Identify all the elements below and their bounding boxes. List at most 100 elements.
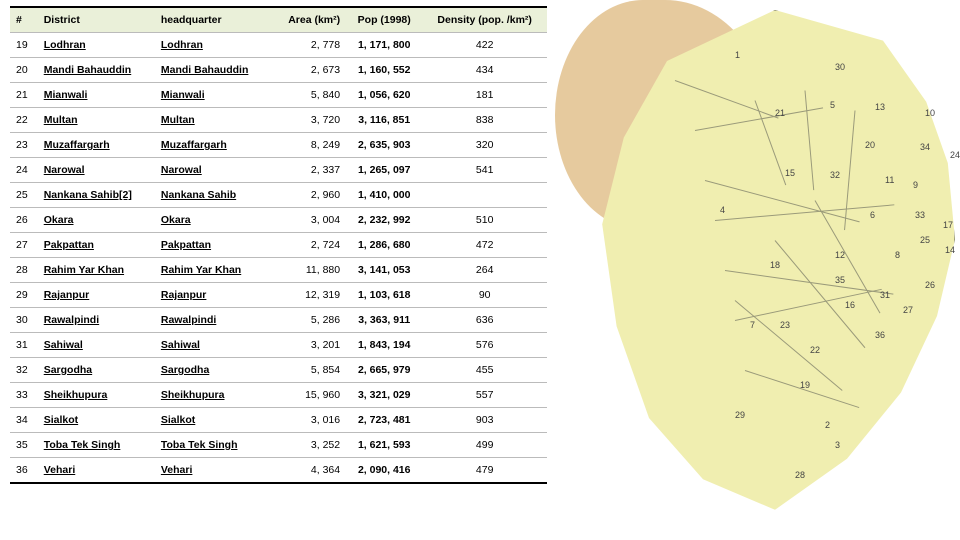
cell-hq[interactable]: Rajanpur	[155, 283, 271, 308]
headquarter-link[interactable]: Rawalpindi	[161, 314, 216, 326]
cell-district[interactable]: Mianwali	[38, 83, 155, 108]
cell-hq[interactable]: Mandi Bahauddin	[155, 58, 271, 83]
headquarter-link[interactable]: Sargodha	[161, 364, 209, 376]
map-district-label: 9	[913, 180, 918, 190]
district-link[interactable]: Mianwali	[44, 89, 88, 101]
cell-density: 838	[422, 108, 547, 133]
cell-area: 3, 201	[271, 333, 346, 358]
cell-area: 2, 778	[271, 33, 346, 58]
map-district-label: 22	[810, 345, 820, 355]
cell-density: 434	[422, 58, 547, 83]
cell-area: 11, 880	[271, 258, 346, 283]
cell-hq[interactable]: Lodhran	[155, 33, 271, 58]
headquarter-link[interactable]: Lodhran	[161, 39, 203, 51]
cell-district[interactable]: Sialkot	[38, 408, 155, 433]
cell-district[interactable]: Muzaffargarh	[38, 133, 155, 158]
district-link[interactable]: Rajanpur	[44, 289, 90, 301]
district-link[interactable]: Nankana Sahib[2]	[44, 189, 132, 201]
cell-hq[interactable]: Pakpattan	[155, 233, 271, 258]
district-link[interactable]: Mandi Bahauddin	[44, 64, 132, 76]
headquarter-link[interactable]: Muzaffargarh	[161, 139, 227, 151]
cell-district[interactable]: Vehari	[38, 458, 155, 484]
district-link[interactable]: Multan	[44, 114, 78, 126]
cell-number: 32	[10, 358, 38, 383]
district-link[interactable]: Rawalpindi	[44, 314, 99, 326]
headquarter-link[interactable]: Mandi Bahauddin	[161, 64, 249, 76]
headquarter-link[interactable]: Rajanpur	[161, 289, 207, 301]
cell-hq[interactable]: Sialkot	[155, 408, 271, 433]
district-link[interactable]: Sargodha	[44, 364, 92, 376]
district-link[interactable]: Sahiwal	[44, 339, 83, 351]
map-district-label: 30	[835, 62, 845, 72]
cell-hq[interactable]: Sheikhupura	[155, 383, 271, 408]
col-density: Density (pop. /km²)	[422, 7, 547, 33]
cell-district[interactable]: Nankana Sahib[2]	[38, 183, 155, 208]
cell-district[interactable]: Rawalpindi	[38, 308, 155, 333]
headquarter-link[interactable]: Vehari	[161, 464, 193, 476]
headquarter-link[interactable]: Narowal	[161, 164, 202, 176]
district-link[interactable]: Muzaffargarh	[44, 139, 110, 151]
cell-density: 510	[422, 208, 547, 233]
cell-hq[interactable]: Sahiwal	[155, 333, 271, 358]
cell-density: 264	[422, 258, 547, 283]
map-district-label: 3	[835, 440, 840, 450]
cell-district[interactable]: Multan	[38, 108, 155, 133]
cell-district[interactable]: Rahim Yar Khan	[38, 258, 155, 283]
district-link[interactable]: Vehari	[44, 464, 76, 476]
table-row: 36VehariVehari4, 3642, 090, 416479	[10, 458, 547, 484]
map-district-label: 28	[795, 470, 805, 480]
cell-district[interactable]: Narowal	[38, 158, 155, 183]
headquarter-link[interactable]: Okara	[161, 214, 191, 226]
district-link[interactable]: Sialkot	[44, 414, 78, 426]
cell-district[interactable]: Sheikhupura	[38, 383, 155, 408]
table-row: 22MultanMultan3, 7203, 116, 851838	[10, 108, 547, 133]
cell-district[interactable]: Pakpattan	[38, 233, 155, 258]
cell-district[interactable]: Sahiwal	[38, 333, 155, 358]
map-district-label: 33	[915, 210, 925, 220]
headquarter-link[interactable]: Multan	[161, 114, 195, 126]
cell-district[interactable]: Okara	[38, 208, 155, 233]
district-link[interactable]: Rahim Yar Khan	[44, 264, 124, 276]
cell-hq[interactable]: Multan	[155, 108, 271, 133]
cell-hq[interactable]: Muzaffargarh	[155, 133, 271, 158]
cell-hq[interactable]: Nankana Sahib	[155, 183, 271, 208]
district-link[interactable]: Lodhran	[44, 39, 86, 51]
cell-hq[interactable]: Okara	[155, 208, 271, 233]
district-link[interactable]: Sheikhupura	[44, 389, 108, 401]
headquarter-link[interactable]: Toba Tek Singh	[161, 439, 238, 451]
table-row: 30RawalpindiRawalpindi5, 2863, 363, 9116…	[10, 308, 547, 333]
district-link[interactable]: Okara	[44, 214, 74, 226]
col-pop: Pop (1998)	[346, 7, 422, 33]
cell-hq[interactable]: Mianwali	[155, 83, 271, 108]
map-district-label: 4	[720, 205, 725, 215]
table-row: 31SahiwalSahiwal3, 2011, 843, 194576	[10, 333, 547, 358]
cell-district[interactable]: Sargodha	[38, 358, 155, 383]
cell-hq[interactable]: Vehari	[155, 458, 271, 484]
cell-district[interactable]: Lodhran	[38, 33, 155, 58]
headquarter-link[interactable]: Pakpattan	[161, 239, 211, 251]
cell-hq[interactable]: Toba Tek Singh	[155, 433, 271, 458]
cell-hq[interactable]: Narowal	[155, 158, 271, 183]
cell-pop: 1, 265, 097	[346, 158, 422, 183]
district-link[interactable]: Narowal	[44, 164, 85, 176]
headquarter-link[interactable]: Sahiwal	[161, 339, 200, 351]
cell-area: 5, 286	[271, 308, 346, 333]
district-link[interactable]: Toba Tek Singh	[44, 439, 121, 451]
headquarter-link[interactable]: Sialkot	[161, 414, 195, 426]
cell-pop: 1, 621, 593	[346, 433, 422, 458]
district-link[interactable]: Pakpattan	[44, 239, 94, 251]
cell-area: 3, 004	[271, 208, 346, 233]
cell-hq[interactable]: Rahim Yar Khan	[155, 258, 271, 283]
cell-hq[interactable]: Sargodha	[155, 358, 271, 383]
cell-district[interactable]: Rajanpur	[38, 283, 155, 308]
headquarter-link[interactable]: Mianwali	[161, 89, 205, 101]
cell-district[interactable]: Toba Tek Singh	[38, 433, 155, 458]
headquarter-link[interactable]: Sheikhupura	[161, 389, 225, 401]
cell-district[interactable]: Mandi Bahauddin	[38, 58, 155, 83]
table-panel: # District headquarter Area (km²) Pop (1…	[0, 0, 555, 540]
headquarter-link[interactable]: Nankana Sahib	[161, 189, 236, 201]
map-district-label: 19	[800, 380, 810, 390]
map-district-label: 14	[945, 245, 955, 255]
headquarter-link[interactable]: Rahim Yar Khan	[161, 264, 241, 276]
cell-hq[interactable]: Rawalpindi	[155, 308, 271, 333]
